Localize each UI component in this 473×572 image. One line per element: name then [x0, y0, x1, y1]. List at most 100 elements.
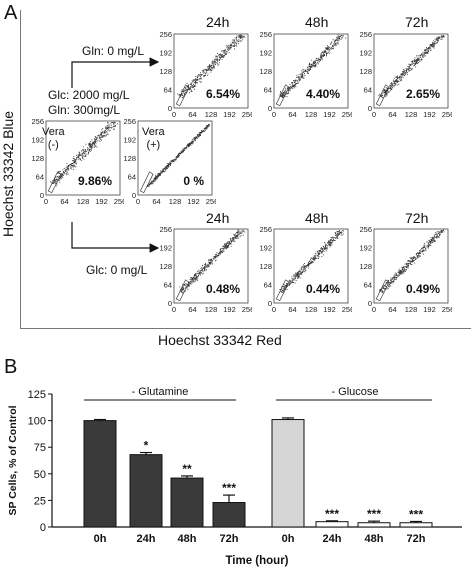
scatter-point: [207, 265, 209, 267]
scatter-point: [308, 265, 310, 267]
scatter-point: [322, 246, 324, 248]
scatter-point: [427, 51, 429, 53]
scatter-point: [193, 277, 194, 279]
scatter-point: [216, 59, 218, 61]
scatter-point: [191, 84, 193, 86]
scatter-point: [180, 96, 181, 98]
scatter-point: [443, 36, 445, 38]
scatter-point: [390, 83, 392, 85]
scatter-point: [416, 55, 418, 57]
scatter-point: [224, 52, 226, 54]
scatter-point: [390, 282, 392, 284]
scatter-point: [339, 231, 340, 233]
scatter-point: [430, 241, 432, 243]
scatter-point: [183, 90, 185, 92]
scatter-point: [414, 57, 416, 59]
scatter-point: [384, 285, 386, 287]
scatter-point: [203, 267, 205, 269]
scatter-point: [425, 249, 427, 251]
scatter-point: [182, 287, 184, 289]
scatter-point: [203, 70, 205, 72]
scatter-point: [74, 165, 76, 167]
scatter-point: [94, 143, 96, 145]
scatter-point: [298, 76, 300, 78]
scatter-point: [319, 250, 321, 252]
scatter-point: [330, 43, 332, 44]
scatter-point: [440, 232, 442, 234]
x-tick-label: 256: [242, 110, 252, 119]
scatter-point: [233, 45, 235, 47]
scatter-point: [341, 234, 343, 236]
scatter-point: [392, 278, 394, 280]
scatter-point: [202, 129, 204, 131]
scatter-point: [391, 84, 393, 86]
scatter-point: [291, 278, 293, 280]
scatter-point: [55, 185, 57, 187]
scatter-point: [327, 242, 329, 244]
scatter-point: [413, 259, 415, 261]
x-tick-label: 192: [423, 305, 436, 314]
x-tick-label: 128: [305, 110, 318, 119]
scatter-point: [423, 243, 425, 245]
scatter-point: [296, 76, 298, 78]
scatter-point: [214, 256, 216, 258]
scatter-point: [209, 65, 211, 67]
scatter-point: [396, 84, 398, 86]
scatter-point: [328, 48, 330, 50]
scatter-point: [413, 259, 415, 261]
scatter-point: [188, 88, 190, 90]
scatter-point: [82, 149, 83, 151]
scatter-point: [406, 69, 407, 71]
scatter-point: [286, 284, 288, 285]
scatter-point: [176, 157, 178, 159]
scatter-point: [190, 82, 192, 84]
scatter-point: [197, 270, 198, 272]
scatter-point: [184, 93, 186, 95]
scatter-point: [73, 164, 75, 166]
scatter-point: [195, 274, 197, 276]
scatter-point: [293, 86, 295, 88]
scatter-point: [403, 69, 405, 70]
scatter-point: [339, 35, 341, 37]
scatter-point: [400, 74, 402, 76]
scatter-point: [309, 260, 311, 262]
scatter-point: [195, 273, 197, 275]
scatter-point: [205, 128, 207, 130]
scatter-point: [401, 78, 402, 80]
scatter-point: [385, 89, 387, 91]
scatter-point: [427, 243, 429, 245]
scatter-point: [223, 250, 225, 252]
scatter-point: [106, 131, 108, 133]
scatter-point: [191, 277, 193, 279]
scatter-point: [291, 278, 293, 280]
scatter-point: [397, 80, 399, 82]
scatter-point: [165, 167, 167, 169]
scatter-point: [424, 52, 425, 53]
scatter-point: [226, 244, 227, 246]
scatter-point: [391, 82, 392, 84]
scatter-point: [282, 96, 284, 98]
arrow-to-glc-zero: [71, 222, 160, 253]
scatter-point: [415, 66, 417, 68]
scatter-point: [396, 82, 398, 83]
scatter-point: [310, 260, 312, 262]
scatter-point: [194, 277, 196, 279]
scatter-point: [94, 139, 96, 141]
scatter-point: [319, 251, 320, 253]
scatter-point: [301, 266, 303, 268]
scatter-point: [200, 272, 202, 274]
scatter-point: [195, 280, 197, 282]
x-tick-label: 0: [44, 197, 48, 206]
scatter-point: [73, 156, 75, 158]
scatter-point: [165, 168, 167, 170]
scatter-point: [200, 134, 201, 136]
y-tick-label: 0: [268, 104, 272, 113]
scatter-point: [96, 138, 98, 140]
scatter-point: [302, 269, 304, 271]
scatter-point: [283, 94, 284, 96]
scatter-point: [408, 64, 410, 66]
scatter-point: [307, 73, 309, 75]
scatter-point: [232, 237, 234, 239]
scatter-point: [237, 40, 239, 42]
scatter-point: [334, 240, 336, 241]
